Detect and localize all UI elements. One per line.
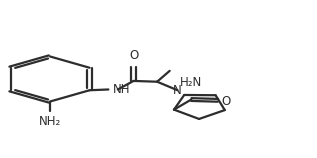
Text: O: O — [221, 95, 230, 108]
Text: NH₂: NH₂ — [39, 115, 61, 128]
Text: N: N — [173, 84, 182, 97]
Text: O: O — [129, 49, 138, 61]
Text: NH: NH — [113, 83, 130, 96]
Text: H₂N: H₂N — [180, 76, 202, 89]
